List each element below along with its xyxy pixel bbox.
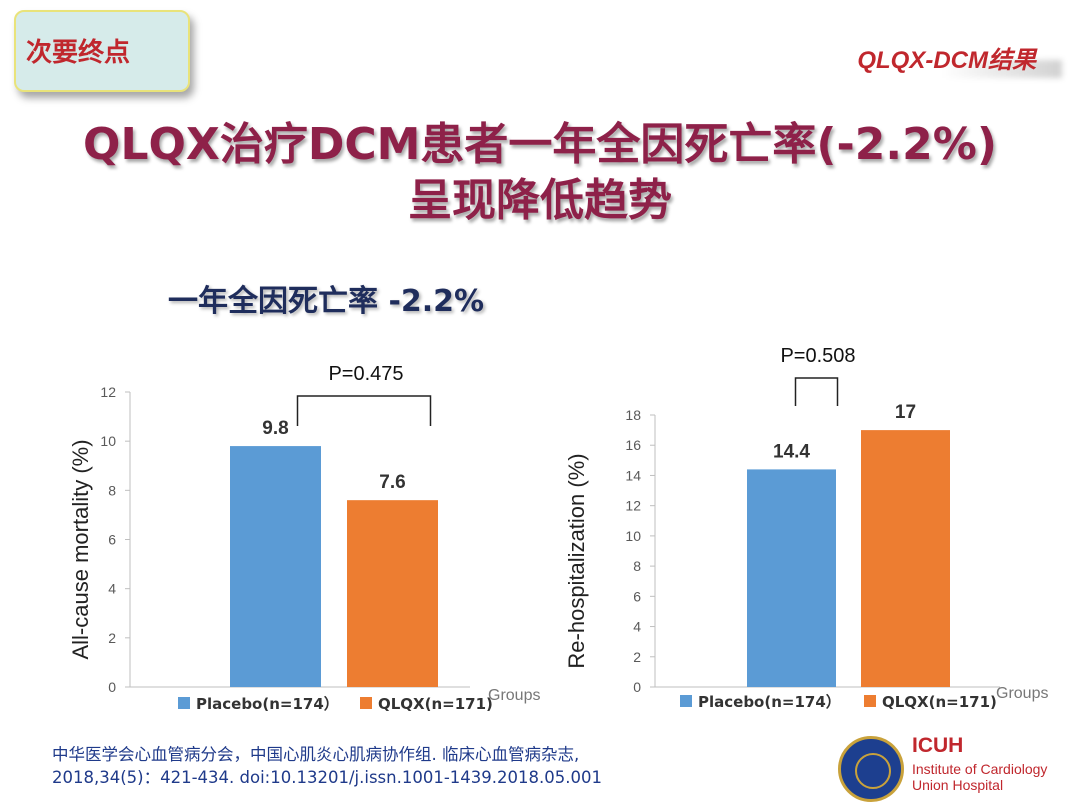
seal-inner-ring <box>855 753 891 789</box>
reference-line2: 2018,34(5)：421-434. doi:10.13201/j.issn.… <box>52 768 602 787</box>
logo-line2: Union Hospital <box>912 777 1004 793</box>
logo-title: ICUH <box>912 734 964 757</box>
chart1-x-axis-label: Groups <box>488 687 540 704</box>
chart2-bar-1 <box>747 469 836 687</box>
chart2-x-axis-label: Groups <box>996 685 1048 702</box>
main-title-line2: 呈现降低趋势 <box>408 175 672 226</box>
chart2-legend-label-2: QLQX(n=171) <box>882 693 997 711</box>
reference-citation: 中华医学会心血管病分会，中国心肌炎心肌病协作组. 临床心血管病杂志, 2018,… <box>52 743 602 789</box>
chart1-y-tick-label: 10 <box>100 433 116 449</box>
main-title-line1: QLQX治疗DCM患者一年全因死亡率(-2.2%) <box>83 119 997 170</box>
corner-shadow <box>942 60 1062 78</box>
chart1-p-value-bracket <box>296 395 432 426</box>
chart1-bar-2 <box>347 500 438 687</box>
chart2-y-tick-label: 12 <box>625 498 641 514</box>
chart2-y-tick-label: 2 <box>633 649 641 665</box>
chart2-p-value-label: P=0.508 <box>780 345 855 367</box>
chart2-y-tick-label: 8 <box>633 558 641 574</box>
chart2-y-tick-label: 18 <box>625 407 641 423</box>
chart2-p-value-bracket <box>794 377 839 406</box>
chart1-legend-swatch-2 <box>360 697 372 709</box>
chart2-data-label-1: 14.4 <box>773 441 810 462</box>
chart1-data-label-1: 9.8 <box>262 418 288 439</box>
chart1-p-value-label: P=0.475 <box>328 363 403 385</box>
chart2-legend-label-1: Placebo(n=174） <box>698 693 841 711</box>
chart2-legend-swatch-2 <box>864 695 876 707</box>
chart1-y-tick-label: 4 <box>108 581 116 597</box>
chart1-bar-1 <box>230 446 321 687</box>
chart1-y-tick-label: 8 <box>108 482 116 498</box>
chart1-y-tick-label: 2 <box>108 630 116 646</box>
reference-line1: 中华医学会心血管病分会，中国心肌炎心肌病协作组. 临床心血管病杂志, <box>52 745 580 764</box>
chart2-y-tick-label: 4 <box>633 619 641 635</box>
chart2-y-tick-label: 6 <box>633 588 641 604</box>
chart1-y-tick-label: 12 <box>100 384 116 400</box>
section-tag-box <box>14 10 190 92</box>
corner-title: QLQX-DCM结果 <box>857 47 1036 74</box>
chart2-y-tick-label: 14 <box>625 467 641 483</box>
chart1-y-tick-label: 6 <box>108 532 116 548</box>
chart2-y-tick-label: 10 <box>625 528 641 544</box>
chart2-data-label-2: 17 <box>895 402 916 423</box>
chart1-legend-swatch-1 <box>178 697 190 709</box>
chart2-y-tick-label: 16 <box>625 437 641 453</box>
section-tag: 次要终点 <box>26 38 131 68</box>
chart1-y-tick-label: 0 <box>108 679 116 695</box>
chart2-y-axis-label: Re-hospitalization (%) <box>564 453 589 668</box>
logo-subtitle: Institute of Cardiology Union Hospital <box>912 761 1047 793</box>
chart1-y-axis-label: All-cause mortality (%) <box>68 439 93 659</box>
hospital-seal-icon <box>838 736 904 802</box>
chart1-legend-label-2: QLQX(n=171) <box>378 695 493 713</box>
logo-line1: Institute of Cardiology <box>912 761 1048 777</box>
chart2-legend-swatch-1 <box>680 695 692 707</box>
chart1-legend-label-1: Placebo(n=174） <box>196 695 339 713</box>
chart2-bar-2 <box>861 430 950 687</box>
chart1-data-label-2: 7.6 <box>379 472 405 493</box>
subtitle: 一年全因死亡率 -2.2% <box>168 284 485 319</box>
chart2-y-tick-label: 0 <box>633 679 641 695</box>
